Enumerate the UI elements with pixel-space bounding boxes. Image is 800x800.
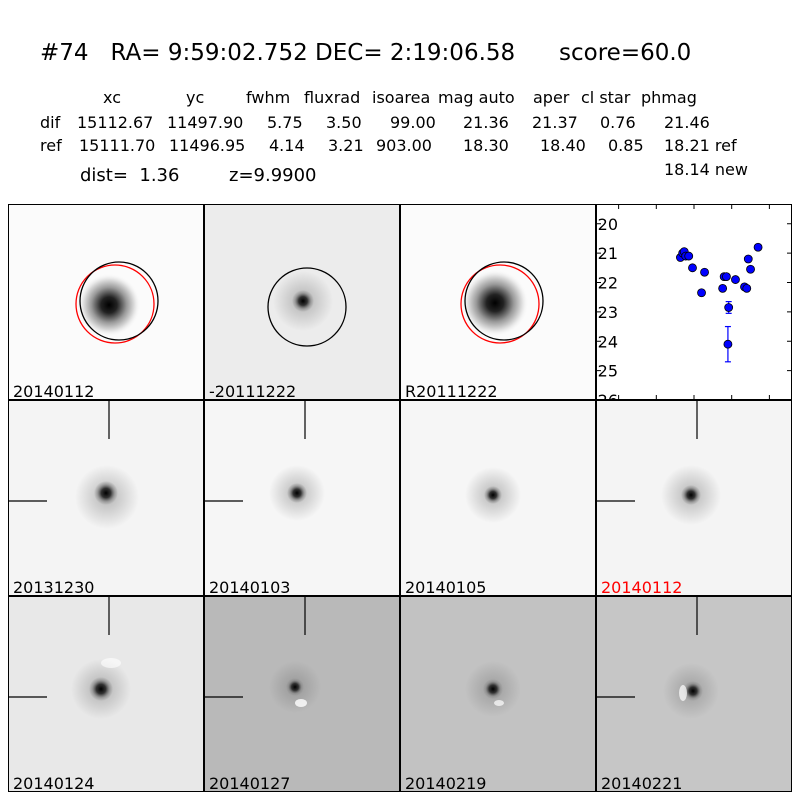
epoch-stamp-image [597,597,719,719]
dist-value: dist= 1.36 [80,165,180,186]
epoch-stamp: 20140219 [400,596,596,792]
y-tick-label: 21 [598,244,618,263]
epoch-stamp: 20140127 [204,596,400,792]
data-point [700,267,709,277]
col-header-mag-auto: mag auto [438,88,515,107]
stamp-new: 20140112 [8,204,204,400]
epoch-stamp-image [9,597,131,719]
dif-xc: 15112.67 [77,113,154,132]
stamp-label: 20131230 [13,578,95,596]
col-header-yc: yc [186,88,205,107]
epoch-stamp: 20140103 [204,400,400,596]
data-point [743,254,753,264]
dif-cl-star: 0.76 [600,113,636,132]
dif-label: dif [40,113,61,132]
data-point [723,339,733,349]
stamp-label: 20140221 [601,774,683,792]
stamp-label: 20140105 [405,578,487,596]
ref-isoarea: 903.00 [376,136,432,155]
epoch-stamp: 20140221 [596,596,792,792]
y-tick-label: 22 [598,274,618,293]
y-tick-label: 23 [598,303,618,322]
col-header-aper: aper [533,88,570,107]
col-header-fwhm: fwhm [246,88,291,107]
ref-phmag: 18.21 ref [664,136,737,155]
stamp-difference-image [267,267,347,347]
stamp-reference-image [460,261,544,344]
epoch-stamp-image [9,401,139,529]
ref-cl-star: 0.85 [608,136,644,155]
stamp-label: 20140103 [209,578,291,596]
col-header-cl-star: cl star [581,88,631,107]
y-tick-label: 25 [598,362,618,381]
light-curve-plot: 20212223242526−100−50050100 [596,204,792,426]
stamp-reference: R20111222 [400,204,596,400]
dif-phmag: 21.46 [664,113,710,132]
col-header-xc: xc [103,88,121,107]
col-header-phmag: phmag [641,88,697,107]
dif-yc: 11497.90 [167,113,244,132]
epoch-stamp: 20140124 [8,596,204,792]
dif-fwhm: 5.75 [267,113,303,132]
data-point [731,275,740,284]
stamp-label: 20140112 [601,578,683,596]
dif-mag-auto: 21.36 [463,113,509,132]
epoch-stamp: 20140105 [400,400,596,596]
ref-yc: 11496.95 [169,136,246,155]
data-point [688,263,697,273]
stamp-label: R20111222 [405,382,498,400]
stamp-new-image [75,261,159,344]
ref-xc: 15111.70 [79,136,156,155]
col-header-isoarea: isoarea [372,88,431,107]
ref-mag-auto: 18.30 [463,136,509,155]
data-point [718,283,728,293]
dif-aper: 21.37 [532,113,578,132]
ref-fluxrad: 3.21 [328,136,364,155]
light-curve-svg: 20212223242526−100−50050100 [596,204,792,426]
stamp-label: 20140219 [405,774,487,792]
plot-frame [596,204,792,400]
page-title: #74 RA= 9:59:02.752 DEC= 2:19:06.58 scor… [40,40,692,66]
col-header-fluxrad: fluxrad [304,88,361,107]
stamp-label: 20140127 [209,774,291,792]
data-point [722,272,731,282]
data-point [746,264,755,274]
data-point [753,242,763,252]
data-point [724,303,734,312]
ref-label: ref [40,136,62,155]
epoch-stamp-image [205,401,325,521]
data-point [697,288,706,298]
epoch-stamp-highlighted: 20140112 [596,400,792,596]
y-tick-label: 24 [598,332,618,351]
epoch-stamp-image [205,597,321,713]
epoch-stamp-image [465,467,521,523]
dif-isoarea: 99.00 [390,113,436,132]
epoch-stamp-image [597,401,721,525]
y-tick-label: 20 [598,215,618,234]
dif-fluxrad: 3.50 [326,113,362,132]
data-point [742,283,752,293]
ref-aper: 18.40 [540,136,586,155]
data-point [684,251,694,261]
z-value: z=9.9900 [229,165,317,186]
epoch-stamp: 20131230 [8,400,204,596]
ref-fwhm: 4.14 [269,136,305,155]
new-phmag: 18.14 new [664,160,748,179]
stamp-difference: -20111222 [204,204,400,400]
stamp-label: 20140112 [13,382,95,400]
epoch-stamp-image [465,661,521,717]
stamp-label: -20111222 [209,382,297,400]
stamp-label: 20140124 [13,774,95,792]
